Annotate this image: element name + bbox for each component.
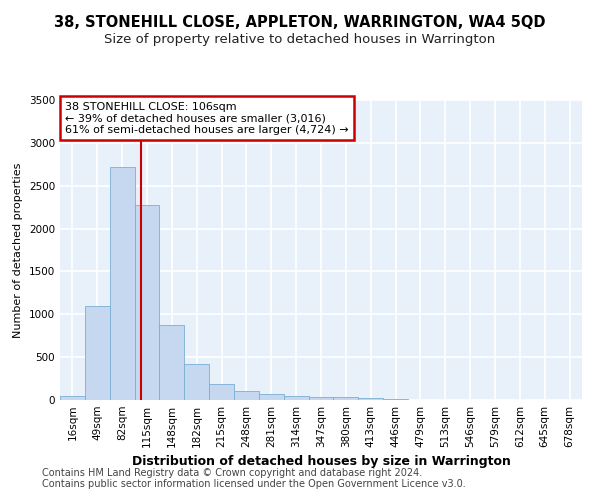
Bar xyxy=(134,204,160,400)
Bar xyxy=(184,364,209,400)
Bar xyxy=(308,396,334,400)
Bar xyxy=(209,384,234,400)
Text: Size of property relative to detached houses in Warrington: Size of property relative to detached ho… xyxy=(104,32,496,46)
Bar xyxy=(383,398,408,400)
Bar xyxy=(85,306,110,400)
Y-axis label: Number of detached properties: Number of detached properties xyxy=(13,162,23,338)
Text: Contains HM Land Registry data © Crown copyright and database right 2024.: Contains HM Land Registry data © Crown c… xyxy=(42,468,422,477)
Text: 38, STONEHILL CLOSE, APPLETON, WARRINGTON, WA4 5QD: 38, STONEHILL CLOSE, APPLETON, WARRINGTO… xyxy=(54,15,546,30)
X-axis label: Distribution of detached houses by size in Warrington: Distribution of detached houses by size … xyxy=(131,456,511,468)
Bar xyxy=(284,396,308,400)
Bar xyxy=(60,396,85,400)
Bar xyxy=(160,324,184,400)
Bar xyxy=(110,167,134,400)
Bar xyxy=(234,392,259,400)
Bar xyxy=(259,394,284,400)
Bar xyxy=(334,398,358,400)
Text: Contains public sector information licensed under the Open Government Licence v3: Contains public sector information licen… xyxy=(42,479,466,489)
Text: 38 STONEHILL CLOSE: 106sqm
← 39% of detached houses are smaller (3,016)
61% of s: 38 STONEHILL CLOSE: 106sqm ← 39% of deta… xyxy=(65,102,349,134)
Bar xyxy=(358,398,383,400)
